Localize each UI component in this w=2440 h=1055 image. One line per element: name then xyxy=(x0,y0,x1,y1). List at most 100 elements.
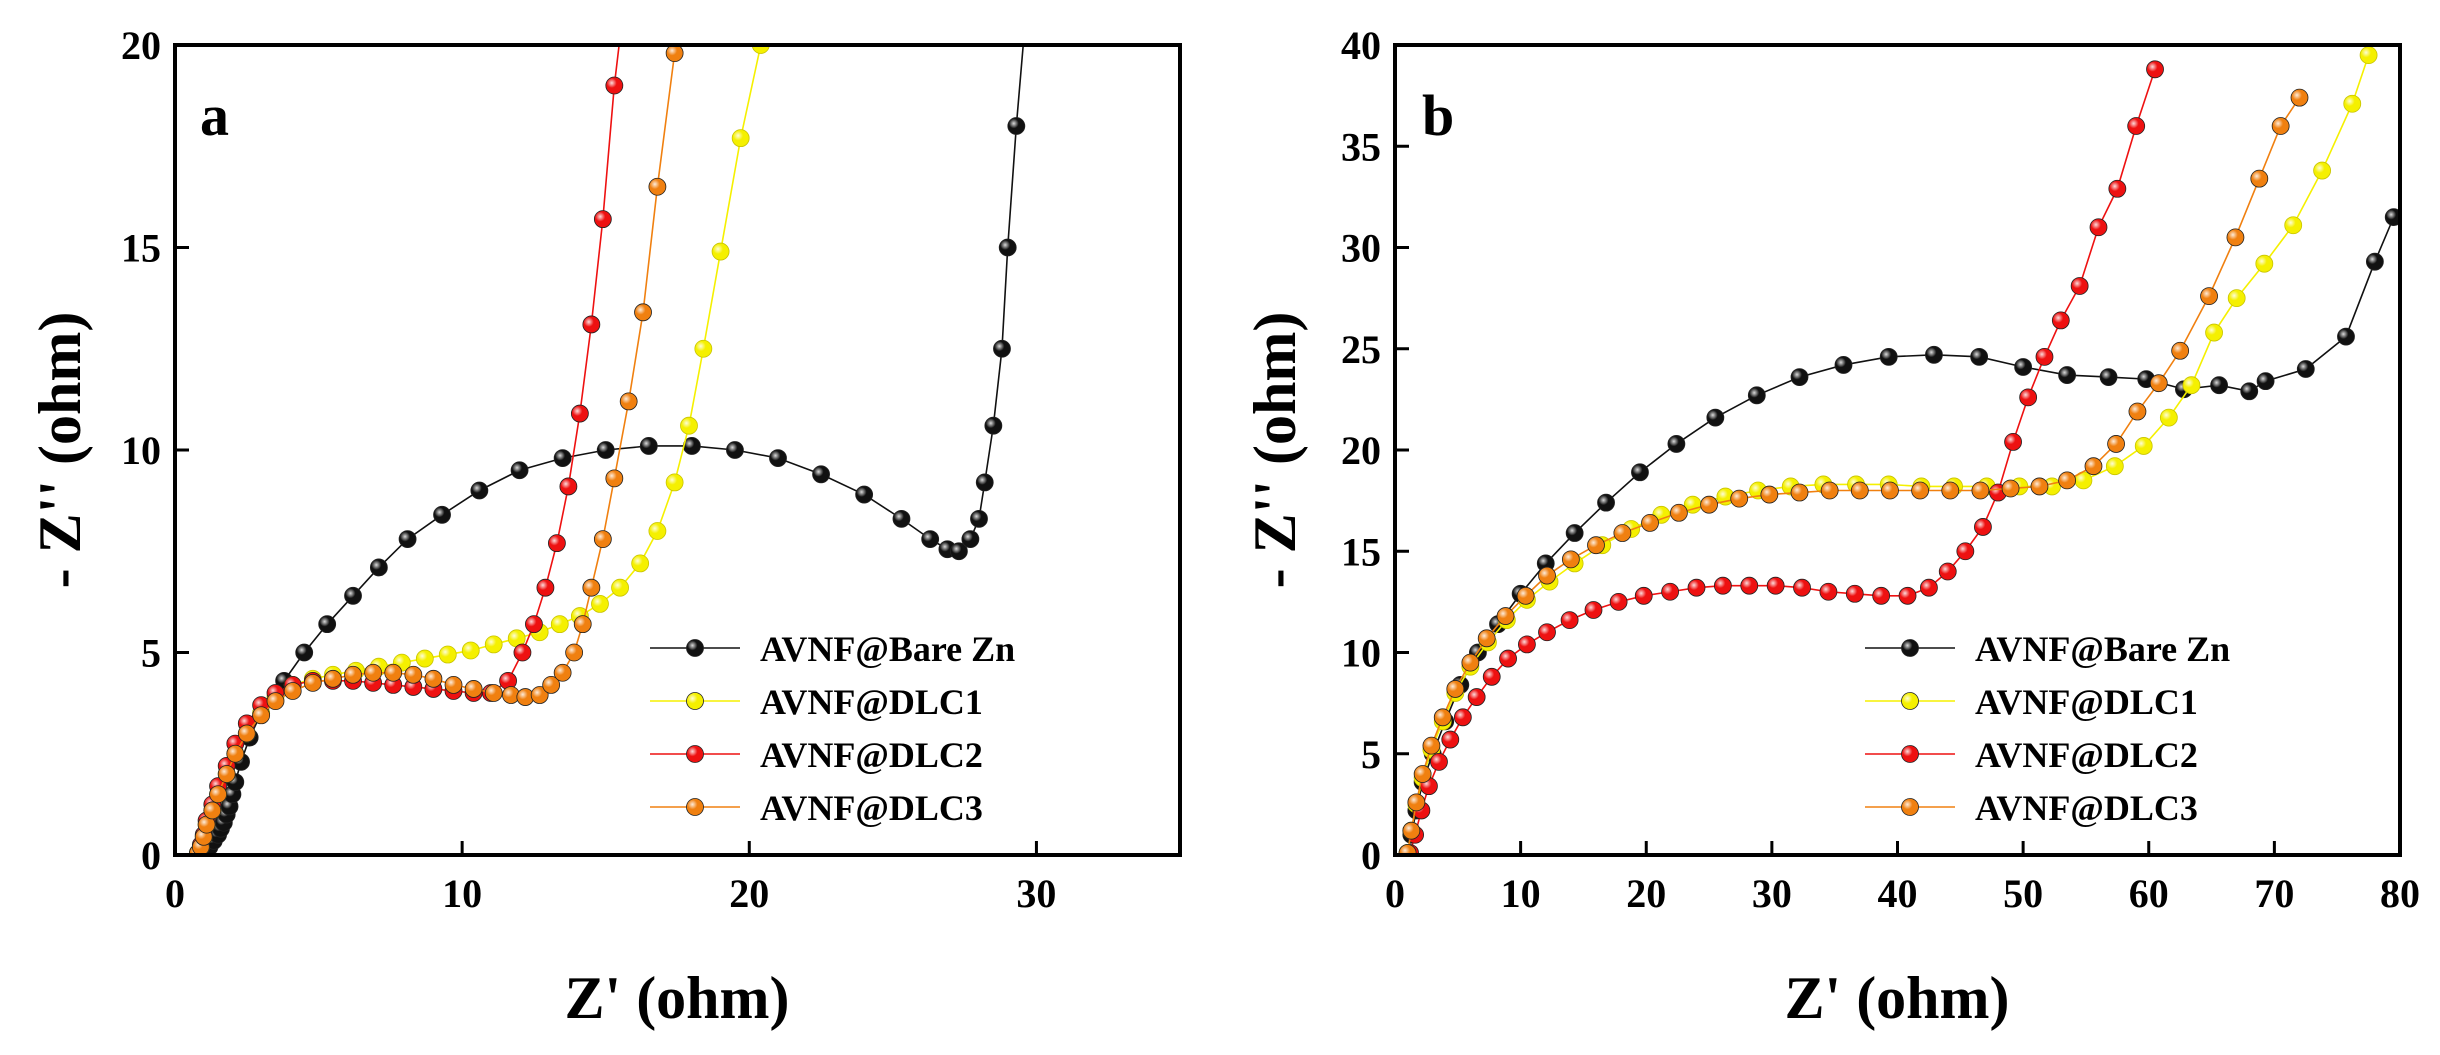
panel-a-data-point-highlight xyxy=(445,676,463,694)
panel-b-data-point-highlight xyxy=(2205,324,2223,342)
panel-a-x-tick-label: 20 xyxy=(729,871,769,916)
panel-b-data-point-highlight xyxy=(2343,95,2361,113)
panel-b-data-point-highlight xyxy=(2182,376,2200,394)
panel-b-series-line xyxy=(1406,97,2301,854)
panel-a-series-line xyxy=(203,45,1025,854)
panel-b-frame xyxy=(1393,43,2402,857)
panel-a-x-tick-label: 0 xyxy=(165,871,185,916)
panel-b-y-tick-label: 40 xyxy=(1341,23,1381,68)
panel-b-x-tick-label: 20 xyxy=(1626,871,1666,916)
panel-a-data-point-highlight xyxy=(226,745,244,763)
legend-marker-highlight xyxy=(686,745,704,763)
panel-b-data-point-highlight xyxy=(2171,342,2189,360)
panel-b-data-point-highlight xyxy=(1454,708,1472,726)
panel-a-data-point-highlight xyxy=(399,530,417,548)
panel-b-data-point-highlight xyxy=(2291,89,2308,107)
legend-label: AVNF@DLC3 xyxy=(760,788,983,828)
panel-b-data-point-highlight xyxy=(2035,348,2053,366)
panel-a-legend: AVNF@Bare Zn AVNF@DLC1 AVNF@DLC2 AVNF@DLC3 xyxy=(650,629,1015,828)
panel-b-data-point-highlight xyxy=(1434,708,1452,726)
panel-b-data-point-highlight xyxy=(2058,366,2076,384)
panel-a-data-point-highlight xyxy=(582,579,600,597)
panel-b-y-tick-label: 10 xyxy=(1341,631,1381,676)
panel-b-data-point-highlight xyxy=(2385,208,2400,226)
panel-a-data-point-highlight xyxy=(984,417,1002,435)
panel-a-data-point-highlight xyxy=(559,477,577,495)
panel-b-data-point-highlight xyxy=(2128,403,2146,421)
panel-b-data-layer xyxy=(1398,46,2400,855)
panel-a-data-point-highlight xyxy=(892,510,910,528)
panel-b-series-0 xyxy=(1398,208,2400,855)
panel-a-data-point-highlight xyxy=(582,315,600,333)
panel-b-data-point-highlight xyxy=(1767,577,1785,595)
panel-a-data-point-highlight xyxy=(238,725,256,742)
legend-label: AVNF@DLC1 xyxy=(760,682,983,722)
panel-a-data-point-highlight xyxy=(218,765,236,783)
panel-b-data-point-highlight xyxy=(1688,579,1705,597)
panel-a-data-point-highlight xyxy=(648,522,666,540)
panel-b-data-point-highlight xyxy=(1414,765,1432,783)
panel-a-data-point-highlight xyxy=(611,579,629,597)
panel-a-y-tick-label: 5 xyxy=(141,631,161,676)
panel-b-data-point-highlight xyxy=(1422,737,1440,755)
panel-a-data-point-highlight xyxy=(551,615,569,633)
legend-label: AVNF@DLC2 xyxy=(1975,735,2198,775)
panel-a-data-point-highlight xyxy=(605,469,623,487)
legend-label: AVNF@DLC1 xyxy=(1975,682,2198,722)
panel-b-data-point-highlight xyxy=(1911,482,1929,499)
panel-b-data-point-highlight xyxy=(1872,587,1890,605)
panel-a-label: a xyxy=(200,83,229,148)
panel-a-data-point-highlight xyxy=(993,340,1011,358)
panel-b-x-tick-label: 40 xyxy=(1878,871,1918,916)
panel-b-data-point-highlight xyxy=(1613,524,1631,542)
panel-b-data-point-highlight xyxy=(2337,328,2355,346)
panel-b-data-point-highlight xyxy=(1635,587,1653,605)
panel-a-data-point-highlight xyxy=(502,686,520,704)
panel-b-data-point-highlight xyxy=(2360,46,2378,64)
panel-b-data-point-highlight xyxy=(1851,482,1869,499)
panel-b-data-point-highlight xyxy=(1706,409,1724,427)
legend-label: AVNF@Bare Zn xyxy=(1975,629,2230,669)
panel-b-data-point-highlight xyxy=(1684,496,1702,514)
panel-b-series-2 xyxy=(1401,60,2164,855)
panel-b-data-point-highlight xyxy=(2004,433,2022,451)
panel-a-data-point-highlight xyxy=(525,615,543,633)
panel-b-data-point-highlight xyxy=(1974,518,1992,536)
panel-b-y-tick-label: 15 xyxy=(1341,529,1381,574)
panel-a-data-point-highlight xyxy=(680,417,698,435)
panel-a-data-point-highlight xyxy=(203,801,221,819)
panel-b-data-point-highlight xyxy=(2255,255,2273,273)
panel-b-data-point-highlight xyxy=(2084,457,2102,475)
panel-a-data-point-highlight xyxy=(999,239,1017,256)
panel-b-data-point-highlight xyxy=(1461,654,1479,672)
panel-b-data-point-highlight xyxy=(1562,550,1580,568)
panel-b-data-point-highlight xyxy=(2284,216,2302,234)
panel-b-data-point-highlight xyxy=(2272,117,2290,135)
panel-a-data-point-highlight xyxy=(726,441,744,459)
panel-a-data-point-highlight xyxy=(439,646,457,664)
panel-b-data-point-highlight xyxy=(2019,388,2037,406)
panel-a-data-point-highlight xyxy=(648,178,666,196)
panel-a-data-point-highlight xyxy=(594,530,612,548)
panel-b-data-point-highlight xyxy=(1925,346,1943,364)
panel-a-data-point-highlight xyxy=(485,684,503,702)
panel-b-x-tick-label: 30 xyxy=(1752,871,1792,916)
panel-b-data-point-highlight xyxy=(2014,358,2032,376)
panel-b-x-tick-label: 50 xyxy=(2003,871,2043,916)
legend-label: AVNF@DLC3 xyxy=(1975,788,2198,828)
panel-b-data-point-highlight xyxy=(1497,607,1515,625)
panel-b-x-axis-label: Z' (ohm) xyxy=(1785,965,2010,1031)
panel-a-data-point-highlight xyxy=(344,587,362,605)
panel-b-data-point-highlight xyxy=(1791,368,1809,386)
panel-a-data-point-highlight xyxy=(433,506,451,524)
panel-a-data-point-highlight xyxy=(620,392,638,410)
panel-a-y-axis-label: - Z'' (ohm) xyxy=(27,312,93,589)
panel-b-data-point-highlight xyxy=(2228,289,2246,307)
panel-a-data-point-highlight xyxy=(855,486,873,504)
panel-b-series-line xyxy=(1406,216,2395,854)
panel-a-data-point-highlight xyxy=(812,465,830,483)
panel-a-data-point-highlight xyxy=(485,635,503,653)
panel-a-data-point-highlight xyxy=(364,664,382,682)
panel-a-data-point-highlight xyxy=(284,682,302,700)
panel-a-data-point-highlight xyxy=(1016,16,1033,33)
